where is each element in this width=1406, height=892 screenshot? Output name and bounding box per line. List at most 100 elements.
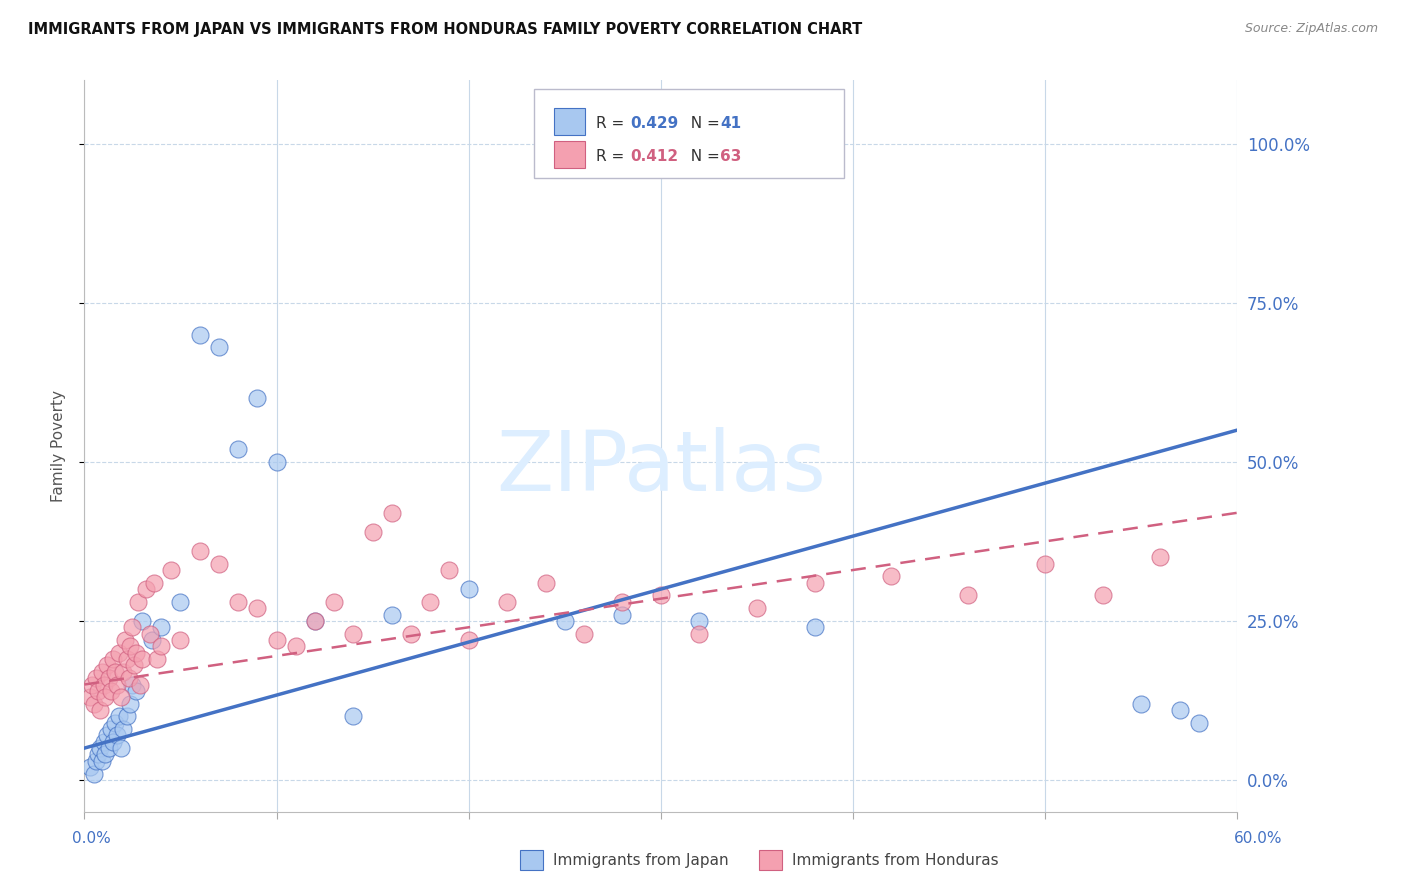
Point bbox=[103, 652, 125, 666]
Point bbox=[342, 709, 364, 723]
Text: 0.429: 0.429 bbox=[630, 116, 678, 130]
Point bbox=[650, 589, 672, 603]
Point bbox=[419, 595, 441, 609]
Point bbox=[94, 690, 117, 705]
Point bbox=[1130, 697, 1153, 711]
Point bbox=[880, 569, 903, 583]
Point bbox=[1168, 703, 1191, 717]
Point bbox=[226, 442, 249, 457]
Point bbox=[103, 735, 125, 749]
Point bbox=[957, 589, 980, 603]
Text: 60.0%: 60.0% bbox=[1234, 831, 1282, 846]
Point bbox=[381, 607, 404, 622]
Point bbox=[93, 735, 115, 749]
Point bbox=[87, 747, 110, 762]
Point bbox=[80, 677, 103, 691]
Point bbox=[79, 690, 101, 705]
Point bbox=[150, 640, 173, 654]
Point bbox=[89, 703, 111, 717]
Point bbox=[688, 614, 710, 628]
Point bbox=[188, 544, 211, 558]
Text: 0.412: 0.412 bbox=[630, 149, 678, 163]
Text: N =: N = bbox=[681, 116, 724, 130]
Text: R =: R = bbox=[596, 149, 630, 163]
Text: 0.0%: 0.0% bbox=[72, 831, 111, 846]
Point bbox=[84, 671, 107, 685]
Point bbox=[496, 595, 519, 609]
Point bbox=[121, 620, 143, 634]
Point bbox=[120, 640, 142, 654]
Text: Immigrants from Honduras: Immigrants from Honduras bbox=[792, 854, 998, 868]
Point bbox=[96, 658, 118, 673]
Point bbox=[110, 690, 132, 705]
Point bbox=[342, 626, 364, 640]
Point bbox=[104, 715, 127, 730]
Point bbox=[83, 766, 105, 780]
Point bbox=[96, 728, 118, 742]
Point bbox=[361, 524, 384, 539]
Point bbox=[79, 760, 101, 774]
Point bbox=[142, 575, 165, 590]
Point bbox=[127, 595, 149, 609]
Point bbox=[111, 722, 134, 736]
Point bbox=[457, 582, 479, 596]
Point bbox=[1033, 557, 1056, 571]
Text: R =: R = bbox=[596, 116, 630, 130]
Point bbox=[111, 665, 134, 679]
Point bbox=[323, 595, 346, 609]
Point bbox=[612, 607, 634, 622]
Point bbox=[114, 632, 136, 647]
Point bbox=[1188, 715, 1211, 730]
Point bbox=[110, 741, 132, 756]
Point bbox=[457, 632, 479, 647]
Point bbox=[745, 601, 768, 615]
Point bbox=[226, 595, 249, 609]
Point bbox=[554, 614, 576, 628]
Text: ZIPatlas: ZIPatlas bbox=[496, 427, 825, 508]
Text: N =: N = bbox=[681, 149, 724, 163]
Point bbox=[124, 658, 146, 673]
Point bbox=[188, 327, 211, 342]
Point bbox=[304, 614, 326, 628]
Point bbox=[1091, 589, 1114, 603]
Point bbox=[439, 563, 461, 577]
Point bbox=[141, 632, 163, 647]
Point bbox=[131, 652, 153, 666]
Point bbox=[131, 614, 153, 628]
Point bbox=[266, 632, 288, 647]
Point bbox=[98, 671, 121, 685]
Point bbox=[169, 595, 191, 609]
Point bbox=[246, 601, 269, 615]
Point bbox=[108, 646, 131, 660]
Point bbox=[135, 582, 157, 596]
Point bbox=[98, 741, 121, 756]
Point bbox=[89, 741, 111, 756]
Text: 41: 41 bbox=[720, 116, 741, 130]
Point bbox=[108, 709, 131, 723]
Point bbox=[160, 563, 183, 577]
Point bbox=[90, 754, 112, 768]
Point bbox=[246, 392, 269, 406]
Point bbox=[284, 640, 307, 654]
Point bbox=[115, 709, 138, 723]
Text: IMMIGRANTS FROM JAPAN VS IMMIGRANTS FROM HONDURAS FAMILY POVERTY CORRELATION CHA: IMMIGRANTS FROM JAPAN VS IMMIGRANTS FROM… bbox=[28, 22, 862, 37]
Point bbox=[138, 626, 160, 640]
Point bbox=[534, 575, 557, 590]
Point bbox=[84, 754, 107, 768]
Text: Immigrants from Japan: Immigrants from Japan bbox=[553, 854, 728, 868]
Point bbox=[803, 575, 825, 590]
Point bbox=[105, 677, 128, 691]
Point bbox=[803, 620, 825, 634]
Point bbox=[100, 684, 122, 698]
Point bbox=[104, 665, 127, 679]
Point bbox=[121, 677, 143, 691]
Point bbox=[688, 626, 710, 640]
Point bbox=[105, 728, 128, 742]
Point bbox=[115, 652, 138, 666]
Point bbox=[83, 697, 105, 711]
Point bbox=[381, 506, 404, 520]
Point bbox=[266, 455, 288, 469]
Point bbox=[304, 614, 326, 628]
Point bbox=[120, 697, 142, 711]
Point bbox=[93, 677, 115, 691]
